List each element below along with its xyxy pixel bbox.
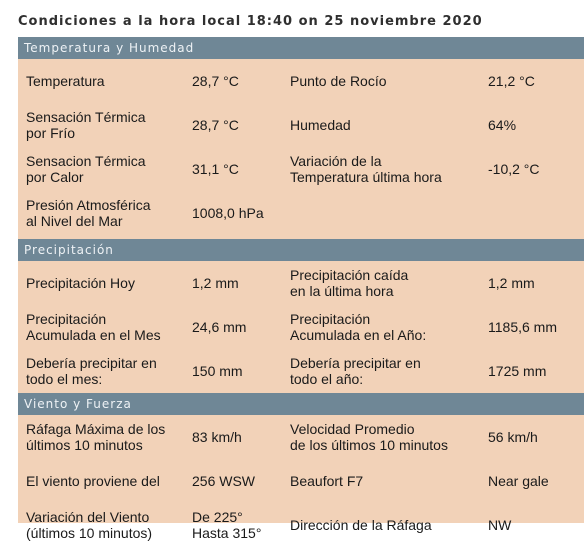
value-wind-from: 256 WSW	[192, 473, 256, 489]
section-rows: Ráfaga Máxima de los últimos 10 minutos 8…	[18, 415, 584, 551]
label-avg-speed: Velocidad Promedio de los últimos 10 minu…	[290, 421, 448, 453]
label-gust-direction: Dirección de la Ráfaga	[290, 517, 432, 533]
label-beaufort: Beaufort F7	[290, 473, 364, 489]
label-precip-month: Precipitación Acumulada en el Mes	[26, 311, 161, 343]
section-header: Temperatura y Humedad	[18, 37, 584, 59]
label-wind-from: El viento proviene del	[26, 473, 160, 489]
label-pressure: Presión Atmosférica al Nivel del Mar	[26, 197, 151, 229]
label-wind-chill: Sensación Térmica por Frío	[26, 109, 146, 141]
conditions-panel: Temperatura y Humedad Temperatura 28,7 °…	[18, 37, 584, 541]
label-humidity: Humedad	[290, 117, 351, 133]
value-precip-today: 1,2 mm	[192, 275, 239, 291]
value-max-gust: 83 km/h	[192, 429, 242, 445]
label-max-gust: Ráfaga Máxima de los últimos 10 minutos	[26, 421, 166, 453]
label-heat-index: Sensacion Térmica por Calor	[26, 153, 146, 185]
table-row: El viento proviene del 256 WSW Beaufort …	[18, 459, 584, 503]
label-wind-variation: Variación del Viento (últimos 10 minutos)	[26, 509, 153, 541]
table-row: Debería precipitar en todo el mes: 150 mm…	[18, 349, 584, 393]
label-precip-year: Precipitación Acumulada en el Año:	[290, 311, 427, 343]
value-dew-point: 21,2 °C	[488, 73, 535, 89]
value-precip-month: 24,6 mm	[192, 319, 247, 335]
table-row: Sensacion Térmica por Calor 31,1 °C Varia…	[18, 147, 584, 191]
value-expected-month: 150 mm	[192, 363, 243, 379]
value-pressure: 1008,0 hPa	[192, 205, 264, 221]
section-header: Viento y Fuerza	[18, 393, 584, 415]
section-rows: Precipitación Hoy 1,2 mm Precipitación c…	[18, 261, 584, 393]
label-temperature: Temperatura	[26, 73, 105, 89]
label-precip-today: Precipitación Hoy	[26, 275, 135, 291]
table-row: Precipitación Hoy 1,2 mm Precipitación c…	[18, 261, 584, 305]
value-precip-year: 1185,6 mm	[488, 319, 557, 335]
label-expected-month: Debería precipitar en todo el mes:	[26, 355, 157, 387]
table-row: Variación del Viento (últimos 10 minutos)…	[18, 503, 584, 547]
page-title: Condiciones a la hora local 18:40 on 25 …	[18, 14, 483, 29]
section-header: Precipitación	[18, 239, 584, 261]
label-dew-point: Punto de Rocío	[290, 73, 387, 89]
value-temperature-change: -10,2 °C	[488, 161, 540, 177]
table-row: Precipitación Acumulada en el Mes 24,6 mm…	[18, 305, 584, 349]
value-humidity: 64%	[488, 117, 517, 133]
section-temperature-humidity: Temperatura y Humedad Temperatura 28,7 °…	[18, 37, 584, 239]
label-expected-year: Debería precipitar en todo el año:	[290, 355, 421, 387]
value-gust-direction: NW	[488, 517, 512, 533]
label-temperature-change: Variación de la Temperatura última hora	[290, 153, 442, 185]
table-row: Ráfaga Máxima de los últimos 10 minutos 8…	[18, 415, 584, 459]
value-precip-last-hour: 1,2 mm	[488, 275, 535, 291]
value-wind-variation: De 225° Hasta 315°	[192, 509, 262, 541]
table-row: Sensación Térmica por Frío 28,7 °C Humeda…	[18, 103, 584, 147]
label-precip-last-hour: Precipitación caída en la última hora	[290, 267, 409, 299]
value-wind-chill: 28,7 °C	[192, 117, 239, 133]
section-rows: Temperatura 28,7 °C Punto de Rocío 21,2 …	[18, 59, 584, 239]
value-heat-index: 31,1 °C	[192, 161, 239, 177]
section-precipitation: Precipitación Precipitación Hoy 1,2 mm P…	[18, 239, 584, 393]
table-row: Temperatura 28,7 °C Punto de Rocío 21,2 …	[18, 59, 584, 103]
value-expected-year: 1725 mm	[488, 363, 547, 379]
value-beaufort: Near gale	[488, 473, 549, 489]
value-avg-speed: 56 km/h	[488, 429, 538, 445]
table-row: Presión Atmosférica al Nivel del Mar 1008…	[18, 191, 584, 235]
section-wind: Viento y Fuerza Ráfaga Máxima de los últi…	[18, 393, 584, 551]
value-temperature: 28,7 °C	[192, 73, 239, 89]
